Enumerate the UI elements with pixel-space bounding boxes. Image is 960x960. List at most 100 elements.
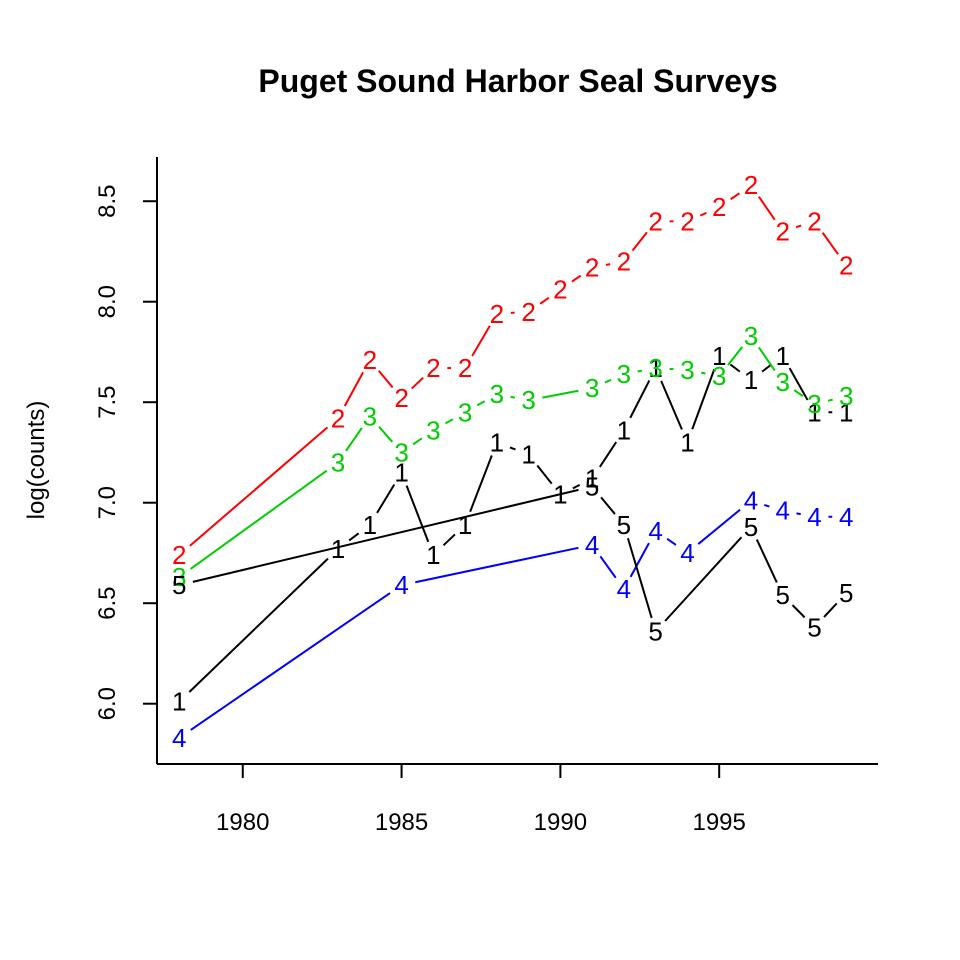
series-2-segment bbox=[699, 212, 707, 217]
series-3-segment bbox=[793, 389, 804, 398]
series-2-point: 2 bbox=[426, 353, 440, 383]
series-5-segment bbox=[192, 488, 579, 583]
y-tick-label: 7.5 bbox=[94, 386, 121, 419]
series-5-point: 5 bbox=[775, 580, 789, 610]
series-1-point: 1 bbox=[394, 458, 408, 488]
series-1-segment bbox=[629, 380, 651, 419]
series-1-segment bbox=[509, 446, 516, 451]
series-5-segment bbox=[626, 537, 653, 619]
series-1-point: 1 bbox=[490, 427, 504, 457]
series-3-point: 3 bbox=[648, 353, 662, 383]
series-2-point: 2 bbox=[839, 251, 853, 281]
y-tick-label: 6.5 bbox=[94, 587, 121, 620]
series-3-segment bbox=[445, 418, 454, 425]
x-tick-label: 1995 bbox=[692, 809, 745, 836]
series-2-segment bbox=[821, 232, 839, 255]
series-1-segment bbox=[348, 532, 360, 542]
series-5-segment bbox=[664, 536, 743, 622]
series-3-segment bbox=[412, 437, 423, 446]
series-2-point: 2 bbox=[617, 247, 631, 277]
series-2-point: 2 bbox=[648, 206, 662, 236]
series-1-segment bbox=[376, 484, 396, 514]
series-1-point: 1 bbox=[807, 397, 821, 427]
series-2-point: 2 bbox=[394, 383, 408, 413]
series-1-segment bbox=[691, 368, 716, 430]
series-2-segment bbox=[343, 371, 364, 407]
y-axis-label: log(counts) bbox=[23, 401, 50, 520]
series-2-segment bbox=[377, 370, 394, 389]
series-3-segment bbox=[700, 371, 706, 375]
series-4-segment bbox=[666, 538, 677, 546]
series-4-point: 4 bbox=[744, 486, 758, 516]
series-3-point: 3 bbox=[458, 397, 472, 427]
series-4-segment bbox=[415, 546, 579, 584]
series-2-point: 2 bbox=[458, 353, 472, 383]
series-1-segment bbox=[761, 363, 773, 373]
series-4-point: 4 bbox=[394, 570, 408, 600]
series-2-segment bbox=[571, 274, 582, 283]
series-2-point: 2 bbox=[775, 216, 789, 246]
series-1-segment bbox=[788, 367, 809, 401]
series-2-segment bbox=[471, 325, 491, 357]
y-tick-label: 6.0 bbox=[94, 687, 121, 720]
series-1-point: 1 bbox=[839, 397, 853, 427]
y-tick-label: 7.0 bbox=[94, 486, 121, 519]
series-2-point: 2 bbox=[680, 206, 694, 236]
series-3-point: 3 bbox=[617, 359, 631, 389]
series-4-point: 4 bbox=[807, 502, 821, 532]
series-2-segment bbox=[411, 376, 424, 390]
series-5-point: 5 bbox=[807, 612, 821, 642]
series-3-point: 3 bbox=[363, 401, 377, 431]
series-2-point: 2 bbox=[363, 345, 377, 375]
series-5-segment bbox=[600, 496, 616, 515]
series-4-point: 4 bbox=[775, 496, 789, 526]
series-1-point: 1 bbox=[775, 341, 789, 371]
series-1-segment bbox=[536, 464, 553, 485]
series-3-point: 3 bbox=[426, 415, 440, 445]
series-4-segment bbox=[190, 592, 391, 731]
series-4-point: 4 bbox=[839, 502, 853, 532]
series-1-segment bbox=[599, 441, 618, 468]
series-1-point: 1 bbox=[331, 534, 345, 564]
series-4-segment bbox=[763, 503, 770, 508]
series-4-point: 4 bbox=[585, 530, 599, 560]
chart-title: Puget Sound Harbor Seal Surveys bbox=[258, 63, 777, 99]
series-4-point: 4 bbox=[617, 574, 631, 604]
series-1-segment bbox=[405, 485, 430, 543]
series-3-segment bbox=[345, 427, 363, 452]
series-1-point: 1 bbox=[458, 510, 472, 540]
series-3-point: 3 bbox=[839, 381, 853, 411]
series-3-point: 3 bbox=[712, 361, 726, 391]
series-2-point: 2 bbox=[712, 192, 726, 222]
series-5-point: 5 bbox=[172, 570, 186, 600]
series-1-point: 1 bbox=[680, 427, 694, 457]
series-3-point: 3 bbox=[585, 373, 599, 403]
series-1-segment bbox=[572, 484, 581, 490]
series-1-point: 1 bbox=[521, 439, 535, 469]
series-3-point: 3 bbox=[521, 385, 535, 415]
y-tick-label: 8.5 bbox=[94, 185, 121, 218]
x-tick-label: 1980 bbox=[216, 809, 269, 836]
series-3-point: 3 bbox=[172, 562, 186, 592]
series-5-point: 5 bbox=[648, 616, 662, 646]
series-3-point: 3 bbox=[680, 355, 694, 385]
series-5-point: 5 bbox=[839, 578, 853, 608]
series-1-point: 1 bbox=[617, 415, 631, 445]
y-tick-label: 8.0 bbox=[94, 285, 121, 318]
series-4-segment bbox=[697, 508, 741, 545]
x-tick-label: 1985 bbox=[375, 809, 428, 836]
x-tick-label: 1990 bbox=[534, 809, 587, 836]
series-2-segment bbox=[189, 426, 329, 547]
series-2-point: 2 bbox=[553, 275, 567, 305]
series-5-point: 5 bbox=[585, 472, 599, 502]
series-5-point: 5 bbox=[617, 510, 631, 540]
series-2-segment bbox=[795, 224, 802, 229]
series-3-segment bbox=[637, 369, 643, 373]
series-2-segment bbox=[605, 263, 611, 266]
series-2-segment bbox=[631, 231, 648, 252]
series-3-segment bbox=[378, 426, 394, 443]
series-2-point: 2 bbox=[172, 540, 186, 570]
series-1-segment bbox=[188, 557, 329, 693]
